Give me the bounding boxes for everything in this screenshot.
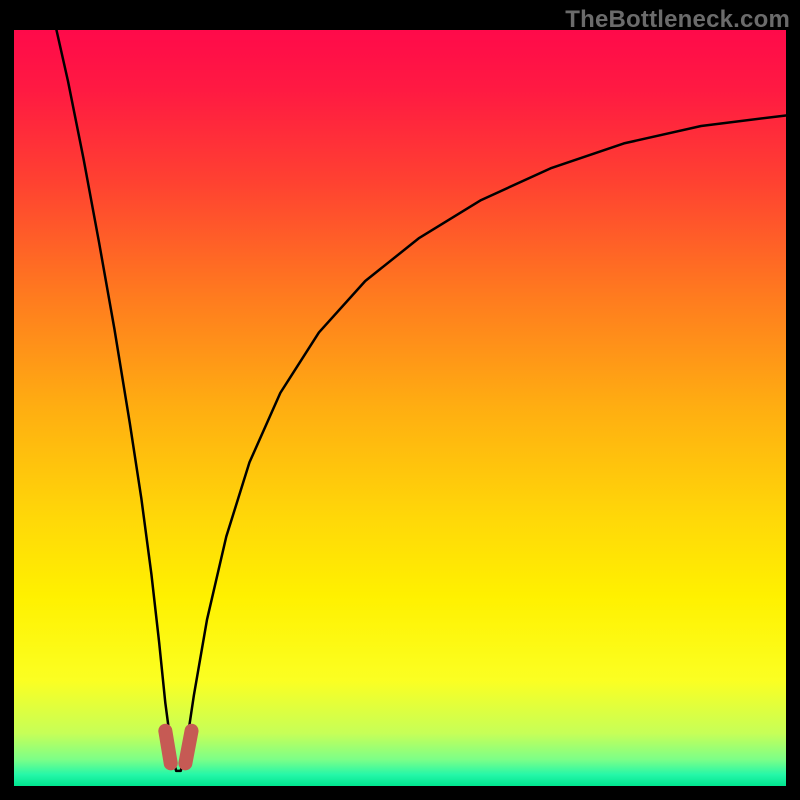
bottom-marker-segment	[185, 731, 191, 764]
gradient-background	[14, 30, 786, 786]
plot-svg	[14, 30, 786, 786]
plot-area	[14, 30, 786, 786]
bottom-marker-segment	[165, 731, 170, 764]
chart-frame: TheBottleneck.com	[0, 0, 800, 800]
